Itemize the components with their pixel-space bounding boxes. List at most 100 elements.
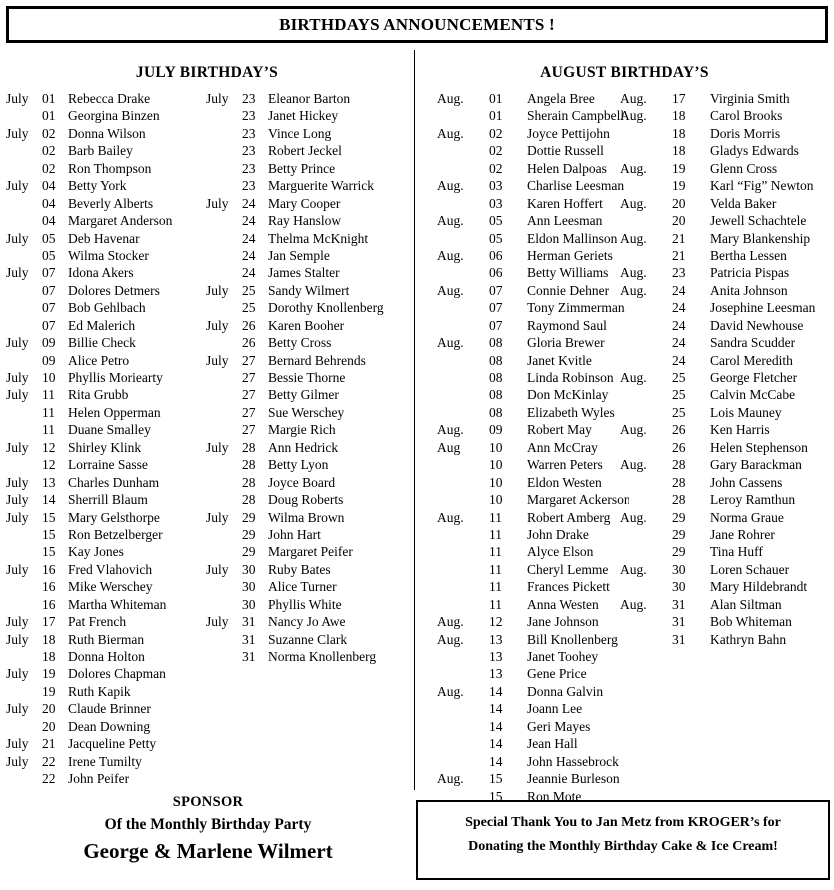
entry-person-name: Ruth Kapik [68,683,131,699]
entry-day: 31 [672,631,686,647]
entry-day: 05 [489,230,503,246]
birthday-entry: 27 Bessie Thorne [206,369,414,386]
entry-person-name: Shirley Klink [68,439,142,455]
entry-day: 28 [242,492,256,508]
birthday-entry: 29 Jane Rohrer [620,526,832,543]
entry-person-name: Janet Hickey [268,108,339,124]
entry-day: 14 [489,701,503,717]
entry-day: 15 [489,771,503,787]
birthday-entry: Aug. 03 Charlise Leesman [437,177,629,194]
birthday-entry: July 29 Wilma Brown [206,509,414,526]
entry-person-name: Warren Peters [527,457,603,473]
birthday-entry: July 16 Fred Vlahovich [6,561,206,578]
entry-day: 12 [42,457,56,473]
entry-person-name: Karen Hoffert [527,195,603,211]
entry-person-name: Linda Robinson [527,370,614,385]
entry-person-name: Dolores Detmers [68,282,160,298]
entry-month: July [6,178,29,194]
birthday-entry: July 01 Rebecca Drake [6,90,206,107]
entry-day: 29 [672,544,686,560]
birthday-entry: 07 Bob Gehlbach [6,299,206,316]
entry-day: 31 [242,614,256,630]
birthday-entry: 18 Doris Morris [620,125,832,142]
entry-person-name: Tina Huff [710,544,763,560]
entry-month: Aug. [620,160,647,176]
entry-person-name: Joann Lee [527,701,583,717]
birthday-entry: 30 Alice Turner [206,578,414,595]
entry-person-name: Ann Leesman [527,213,603,229]
birthday-entry: 09 Alice Petro [6,352,206,369]
birthday-entry: Aug. 29 Norma Graue [620,509,832,526]
entry-day: 25 [672,404,686,420]
entry-month: Aug. [437,683,464,699]
entry-person-name: Charlise Leesman [527,178,625,194]
birthday-entry: 05 Wilma Stocker [6,247,206,264]
birthday-entry: 02 Helen Dalpoas [437,160,629,177]
entry-month: Aug. [437,422,464,438]
section-divider [414,50,415,790]
entry-person-name: John Cassens [710,474,783,490]
entry-day: 16 [42,561,56,577]
entry-day: 23 [242,125,256,141]
entry-day: 29 [672,526,686,542]
entry-person-name: Suzanne Clark [268,631,348,647]
entry-person-name: Sherain Campbell [527,108,625,124]
entry-day: 11 [489,596,502,612]
entry-day: 31 [672,614,686,630]
entry-day: 05 [42,230,56,246]
birthday-entry: Aug. 15 Jeannie Burleson [437,770,629,787]
entry-day: 11 [489,561,502,577]
entry-person-name: Betty Williams [527,265,609,281]
birthday-entry: 18 Gladys Edwards [620,142,832,159]
entry-person-name: Alice Turner [268,579,337,595]
birthday-entry: 23 Betty Prince [206,160,414,177]
entry-month: July [6,439,29,455]
entry-month: Aug. [437,247,464,263]
entry-day: 04 [42,195,56,211]
birthday-entry: Aug. 05 Ann Leesman [437,212,629,229]
entry-day: 15 [42,544,56,560]
entry-day: 04 [42,178,56,194]
entry-month: Aug. [437,509,464,525]
entry-person-name: George Fletcher [710,370,798,385]
birthday-entry: 31 Kathryn Bahn [620,631,832,648]
entry-month: Aug. [620,265,647,281]
entry-person-name: Duane Smalley [68,422,151,438]
birthday-entry: 31 Norma Knollenberg [206,648,414,665]
entry-person-name: Dolores Chapman [68,666,166,682]
birthday-entry: 01 Sherain Campbell [437,107,629,124]
entry-day: 20 [42,718,56,734]
entry-day: 09 [42,335,56,351]
birthday-entry: 11 Frances Pickett [437,578,629,595]
entry-day: 24 [672,352,686,368]
entry-day: 24 [242,265,256,281]
entry-person-name: Karen Booher [268,317,345,333]
entry-month: Aug. [437,631,464,647]
entry-person-name: Doris Morris [710,125,781,141]
entry-day: 05 [489,213,503,229]
entry-month: July [6,125,29,141]
birthday-entry: July 02 Donna Wilson [6,125,206,142]
entry-day: 24 [672,282,686,298]
entry-day: 18 [672,108,686,124]
entry-day: 22 [42,753,56,769]
entry-month: July [206,509,229,525]
entry-month: Aug. [620,457,647,473]
entry-day: 03 [489,178,503,194]
entry-person-name: Sandy Wilmert [268,282,350,298]
birthday-entry: 11 Anna Westen [437,596,629,613]
birthday-entry: 27 Betty Gilmer [206,386,414,403]
birthday-entry: 25 Dorothy Knollenberg [206,299,414,316]
birthday-entry: 12 Lorraine Sasse [6,456,206,473]
entry-person-name: Marguerite Warrick [268,178,374,194]
entry-month: July [6,370,29,385]
entry-day: 18 [672,143,686,159]
entry-month: July [206,352,229,368]
birthday-entry: 08 Elizabeth Wyles [437,404,629,421]
birthday-entry: July 21 Jacqueline Petty [6,735,206,752]
entry-person-name: Don McKinlay [527,387,609,403]
birthday-entry: 29 Tina Huff [620,543,832,560]
entry-person-name: Frances Pickett [527,579,610,595]
entry-day: 02 [489,125,503,141]
entry-person-name: Margie Rich [268,422,336,438]
